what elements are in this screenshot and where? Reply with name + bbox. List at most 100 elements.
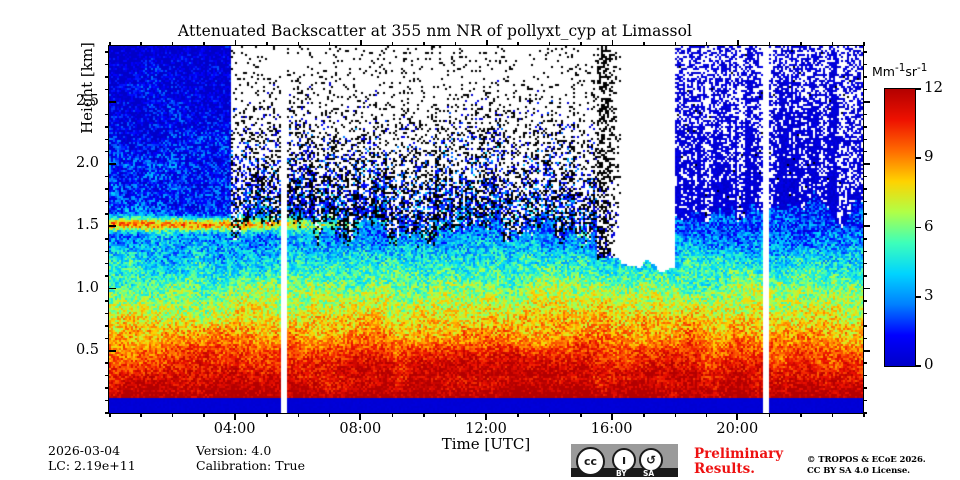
y-minor-tick-right: [863, 76, 867, 78]
x-minor-tick: [580, 413, 582, 417]
y-tick-label: 1.5: [75, 217, 99, 234]
y-minor-tick-right: [863, 138, 867, 141]
x-tick-mark: [359, 413, 362, 420]
y-minor-tick: [105, 188, 109, 190]
y-minor-tick: [105, 250, 109, 253]
x-minor-tick-top: [266, 42, 268, 46]
x-minor-tick-top: [705, 42, 708, 46]
colorbar-tick-mark: [915, 226, 921, 229]
x-minor-tick: [674, 413, 676, 417]
colorbar-unit-exp1: -1: [894, 62, 906, 74]
y-minor-tick: [105, 113, 109, 116]
colorbar-tick-label: 6: [924, 216, 934, 235]
x-tick-mark-top: [611, 39, 614, 46]
x-minor-tick: [831, 413, 834, 417]
cc-sa-label: SA: [643, 468, 655, 478]
y-minor-tick-right: [863, 213, 867, 215]
colorbar-tick-label: 12: [924, 78, 944, 96]
x-minor-tick: [800, 413, 802, 417]
x-tick-mark: [736, 413, 739, 420]
y-minor-tick: [105, 238, 109, 240]
y-tick-label: 2.0: [75, 155, 99, 172]
x-minor-tick: [266, 413, 268, 417]
x-tick-mark-top: [360, 39, 363, 46]
y-minor-tick-right: [863, 150, 867, 153]
x-minor-tick: [140, 413, 142, 417]
x-tick-mark: [485, 413, 487, 420]
x-minor-tick: [423, 413, 425, 417]
x-minor-tick-top: [800, 42, 802, 46]
y-minor-tick-right: [863, 188, 867, 190]
footer-date: 2026-03-04: [48, 443, 121, 458]
x-minor-tick-top: [863, 42, 865, 46]
colorbar-tick-mark: [915, 88, 921, 90]
x-minor-tick-top: [831, 42, 834, 46]
x-minor-tick-top: [643, 42, 645, 46]
backscatter-heatmap: [109, 46, 863, 413]
y-tick-mark: [109, 349, 116, 352]
y-minor-tick: [105, 275, 109, 277]
y-minor-tick-right: [863, 412, 867, 414]
colorbar-unit-text: Mm: [872, 64, 895, 80]
y-minor-tick: [105, 262, 109, 265]
y-tick-label: 0.5: [75, 341, 99, 358]
y-minor-tick: [105, 312, 109, 315]
y-tick-mark-right: [863, 163, 870, 166]
y-minor-tick-right: [863, 88, 867, 91]
preliminary-line-1: Preliminary: [694, 446, 784, 462]
colorbar: 12 9 6 3 0: [884, 78, 943, 373]
y-minor-tick: [105, 126, 109, 128]
x-minor-tick: [454, 413, 457, 417]
y-minor-tick-right: [863, 51, 867, 53]
footer-date-block: 2026-03-04 LC: 2.19e+11: [48, 443, 136, 473]
y-tick-mark: [109, 225, 116, 228]
y-tick-mark-right: [863, 225, 870, 228]
x-tick-label: 16:00: [590, 421, 633, 437]
colorbar-tick-label: 0: [924, 355, 934, 373]
y-tick-mark: [109, 287, 116, 290]
y-tick-mark-right: [863, 287, 870, 290]
plot-axes: Height [km] 0.5 1.0 1.5 2.0 2.5 04:00 08:00 12…: [76, 39, 870, 453]
y-minor-tick: [105, 76, 109, 78]
y-tick-label: 1.0: [75, 279, 99, 296]
x-minor-tick-top: [140, 42, 142, 46]
y-tick-mark-right: [863, 101, 870, 103]
y-minor-tick-right: [863, 374, 867, 377]
footer-version-block: Version: 4.0 Calibration: True: [196, 443, 305, 473]
creative-commons-badge: cc ı ↺ BY SA: [571, 444, 678, 478]
x-minor-tick-top: [674, 42, 676, 46]
x-minor-tick: [643, 413, 645, 417]
x-minor-tick: [171, 413, 174, 417]
y-minor-tick: [105, 51, 109, 53]
footer-lidar-constant: LC: 2.19e+11: [48, 458, 136, 473]
y-minor-tick: [105, 362, 109, 364]
y-minor-tick-right: [863, 126, 867, 128]
y-minor-tick-right: [863, 63, 867, 66]
y-minor-tick: [105, 399, 109, 402]
x-tick-mark: [610, 413, 613, 420]
x-minor-tick-top: [517, 42, 519, 46]
x-minor-tick-top: [297, 42, 299, 46]
y-minor-tick-right: [863, 275, 867, 277]
cc-by-icon: ı: [612, 448, 636, 472]
x-tick-mark: [233, 413, 236, 420]
cc-badge-bar: [571, 468, 678, 477]
colorbar-unit-sr: sr: [905, 64, 918, 80]
preliminary-line-2: Results.: [694, 461, 755, 477]
x-minor-tick: [705, 413, 708, 417]
y-minor-tick-right: [863, 325, 867, 327]
y-minor-tick: [105, 63, 109, 66]
x-minor-tick: [391, 413, 394, 417]
colorbar-tick-mark: [915, 157, 921, 160]
x-axis-label: Time [UTC]: [441, 435, 531, 453]
x-tick-label: 08:00: [339, 421, 382, 437]
x-minor-tick-top: [171, 42, 174, 46]
y-tick-label: 2.5: [75, 92, 99, 109]
x-minor-tick-top: [328, 42, 331, 46]
cc-logo-icon: cc: [576, 447, 605, 476]
x-tick-label: 12:00: [465, 421, 507, 437]
colorbar-gradient: [885, 89, 915, 366]
x-minor-tick-top: [548, 42, 551, 46]
x-minor-tick: [328, 413, 331, 417]
